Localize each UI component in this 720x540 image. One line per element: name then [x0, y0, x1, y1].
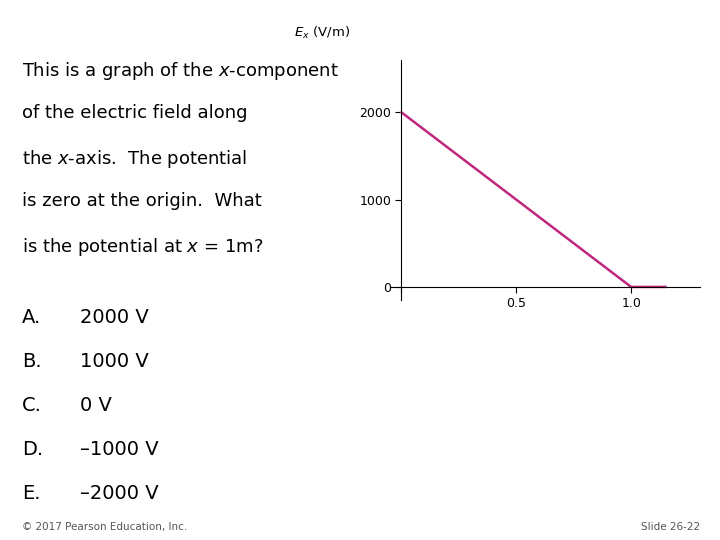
Text: of the electric field along: of the electric field along	[22, 104, 248, 122]
Y-axis label: $E_x$ (V/m): $E_x$ (V/m)	[294, 25, 350, 41]
Text: the $x$-axis.  The potential: the $x$-axis. The potential	[22, 148, 247, 170]
Text: This is a graph of the $x$-component: This is a graph of the $x$-component	[22, 60, 338, 82]
Text: E.: E.	[22, 484, 40, 503]
Text: C.: C.	[22, 396, 42, 415]
Text: Slide 26-22: Slide 26-22	[641, 522, 700, 532]
Text: 1000 V: 1000 V	[80, 352, 149, 371]
Text: B.: B.	[22, 352, 42, 371]
X-axis label: $x$ (m): $x$ (m)	[719, 312, 720, 327]
Text: 2000 V: 2000 V	[80, 308, 149, 327]
Text: QuickCheck 26.1: QuickCheck 26.1	[12, 5, 271, 33]
Text: A.: A.	[22, 308, 41, 327]
Text: 0 V: 0 V	[80, 396, 112, 415]
Text: –1000 V: –1000 V	[80, 440, 158, 459]
Text: © 2017 Pearson Education, Inc.: © 2017 Pearson Education, Inc.	[22, 522, 187, 532]
Text: D.: D.	[22, 440, 43, 459]
Text: is the potential at $x$ = 1m?: is the potential at $x$ = 1m?	[22, 236, 264, 258]
Text: –2000 V: –2000 V	[80, 484, 158, 503]
Text: is zero at the origin.  What: is zero at the origin. What	[22, 192, 262, 210]
